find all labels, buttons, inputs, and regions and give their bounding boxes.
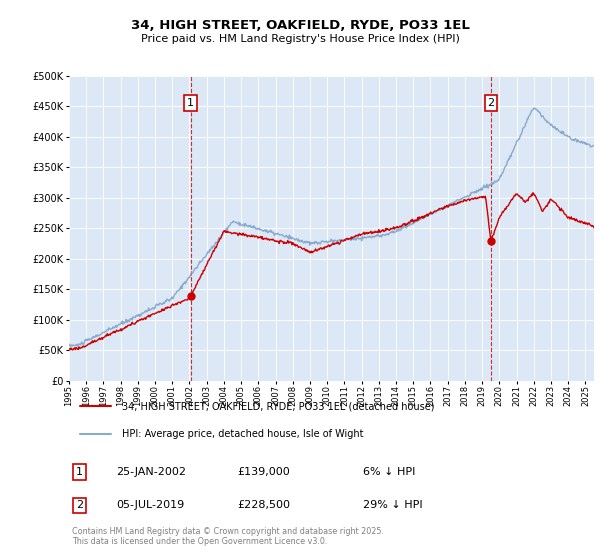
Text: 29% ↓ HPI: 29% ↓ HPI xyxy=(363,501,422,510)
Text: 05-JUL-2019: 05-JUL-2019 xyxy=(116,501,185,510)
Text: 1: 1 xyxy=(76,467,83,477)
Text: 2: 2 xyxy=(487,98,494,108)
Text: 34, HIGH STREET, OAKFIELD, RYDE, PO33 1EL (detached house): 34, HIGH STREET, OAKFIELD, RYDE, PO33 1E… xyxy=(121,402,434,412)
Text: 25-JAN-2002: 25-JAN-2002 xyxy=(116,467,186,477)
Text: £228,500: £228,500 xyxy=(237,501,290,510)
Text: HPI: Average price, detached house, Isle of Wight: HPI: Average price, detached house, Isle… xyxy=(121,428,363,438)
Text: 34, HIGH STREET, OAKFIELD, RYDE, PO33 1EL: 34, HIGH STREET, OAKFIELD, RYDE, PO33 1E… xyxy=(131,18,469,32)
Text: Contains HM Land Registry data © Crown copyright and database right 2025.
This d: Contains HM Land Registry data © Crown c… xyxy=(72,526,384,546)
Text: 1: 1 xyxy=(187,98,194,108)
Text: 2: 2 xyxy=(76,501,83,510)
Text: £139,000: £139,000 xyxy=(237,467,290,477)
Text: 6% ↓ HPI: 6% ↓ HPI xyxy=(363,467,415,477)
Text: Price paid vs. HM Land Registry's House Price Index (HPI): Price paid vs. HM Land Registry's House … xyxy=(140,34,460,44)
